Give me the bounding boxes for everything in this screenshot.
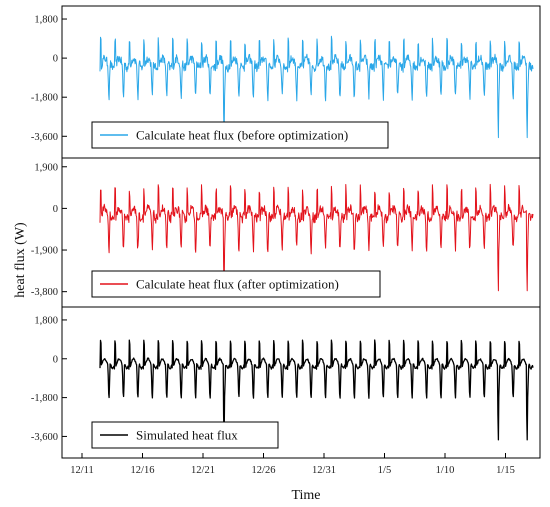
y-tick-label: -1,900: [31, 246, 58, 257]
legend-box: [91, 270, 381, 298]
legend-label: Simulated heat flux: [136, 428, 238, 443]
chart-panels: 1,800 0 -1,800 -3,600 Calculate heat flux (b…: [31, 15, 540, 449]
panel-1: 1,800 0 -1,800 -3,600 Calculate heat flux (b…: [31, 15, 534, 149]
y-tick-label: -3,600: [31, 132, 58, 143]
panel-2: 1,900 0 -1,900 -3,800 Calculate heat flux (a…: [31, 157, 540, 298]
x-tick-label: 1/15: [496, 465, 515, 476]
x-tick-label: 12/21: [191, 465, 215, 476]
y-tick-label: -1,800: [31, 393, 58, 404]
y-tick-label: 0: [53, 54, 58, 65]
y-tick-label: -3,600: [31, 432, 58, 443]
series-line-2: [99, 183, 534, 292]
y-tick-label: 0: [53, 204, 58, 215]
x-tick-label: 12/26: [252, 465, 276, 476]
y-tick-label: -3,800: [31, 287, 58, 298]
plot-border: [61, 5, 541, 459]
y-tick-label: 0: [53, 354, 58, 365]
y-tick-label: -1,800: [31, 93, 58, 104]
x-tick-label: 1/10: [436, 465, 455, 476]
panel-3: 1,800 0 -1,800 -3,600 Simulated heat flux: [31, 306, 540, 449]
y-tick-label: 1,800: [34, 15, 58, 26]
legend-box: [91, 121, 389, 149]
legend-label: Calculate heat flux (before optimization…: [136, 128, 348, 143]
legend-label: Calculate heat flux (after optimization): [136, 277, 339, 292]
y-tick-label: 1,800: [34, 315, 58, 326]
x-axis-label: Time: [291, 488, 320, 503]
series-line-3: [99, 339, 534, 441]
chart-frame: [61, 5, 541, 459]
y-axis-label: heat flux (W): [13, 222, 28, 298]
x-tick-label: 12/31: [312, 465, 336, 476]
x-tick-label: 1/5: [378, 465, 391, 476]
x-tick-label: 12/16: [131, 465, 155, 476]
y-tick-label: 1,900: [34, 162, 58, 173]
series-line-1: [99, 35, 534, 139]
x-tick-label: 12/11: [70, 465, 94, 476]
